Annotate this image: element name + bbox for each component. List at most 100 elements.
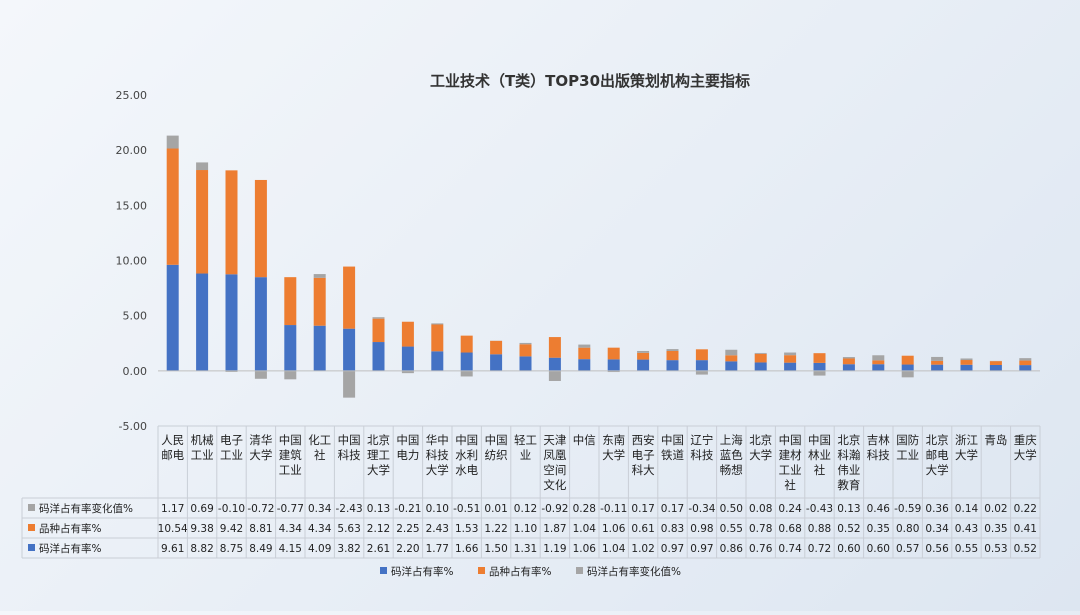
bars-group <box>158 136 1040 398</box>
bar-share-segment <box>608 359 620 370</box>
data-label: 0.61 <box>631 523 654 535</box>
bar-stack <box>755 353 767 371</box>
x-tick-label: 北京邮电大学 <box>926 433 949 477</box>
x-tick-label: 人民邮电 <box>161 433 184 462</box>
bar-variety-segment <box>755 354 767 363</box>
data-label: 0.35 <box>867 523 890 535</box>
x-tick-label: 中国铁道 <box>661 433 684 462</box>
row-legend-key <box>28 524 35 531</box>
table-row-header: 品种占有率% <box>39 522 101 535</box>
data-label: 0.17 <box>631 503 654 515</box>
bar-change-segment <box>284 371 296 379</box>
bar-share-segment <box>667 360 679 371</box>
legend-label: 品种占有率% <box>489 565 551 578</box>
bar-stack <box>637 351 649 371</box>
bar-change-segment <box>755 353 767 354</box>
bar-stack <box>843 357 855 371</box>
data-label: 8.75 <box>220 543 243 555</box>
bar-variety-segment <box>520 344 532 356</box>
bar-share-segment <box>784 363 796 371</box>
data-label: 0.34 <box>925 523 949 535</box>
bar-stack <box>226 170 238 372</box>
data-label: 8.81 <box>249 523 272 535</box>
data-label: 0.60 <box>837 543 860 555</box>
x-tick-label: 机械工业 <box>191 433 214 462</box>
bar-share-segment <box>578 359 590 371</box>
bar-stack <box>373 317 385 371</box>
data-label: 8.82 <box>190 543 213 555</box>
row-legend-key <box>28 504 35 511</box>
bar-variety-segment <box>725 355 737 361</box>
data-label: 9.42 <box>220 523 243 535</box>
data-label: 2.25 <box>396 523 419 535</box>
bar-variety-segment <box>549 337 561 358</box>
x-tick-label: 化工社 <box>308 433 331 462</box>
data-label: 0.41 <box>1014 523 1037 535</box>
data-label: 0.34 <box>308 503 332 515</box>
bar-change-segment <box>902 371 914 378</box>
data-label: 0.17 <box>661 503 684 515</box>
bar-stack <box>872 355 884 371</box>
x-tick-label: 吉林科技 <box>867 433 890 462</box>
bar-share-segment <box>255 277 267 371</box>
data-label: 0.88 <box>808 523 831 535</box>
data-label: 0.53 <box>984 543 1007 555</box>
data-label: 2.61 <box>367 543 390 555</box>
data-label: 0.78 <box>749 523 772 535</box>
bar-variety-segment <box>872 360 884 364</box>
data-label: 1.06 <box>602 523 626 535</box>
data-label: 0.35 <box>984 523 1007 535</box>
data-label: 0.97 <box>690 543 713 555</box>
data-label: 1.17 <box>161 503 184 515</box>
bar-stack <box>343 267 355 398</box>
bar-stack <box>725 350 737 371</box>
bar-change-segment <box>814 371 826 376</box>
data-label: 0.52 <box>1014 543 1037 555</box>
data-table: 人民邮电机械工业电子工业清华大学中国建筑工业化工社中国科技北京理工大学中国电力华… <box>22 426 1040 558</box>
bar-share-segment <box>196 274 208 371</box>
data-label: 9.38 <box>190 523 213 535</box>
bar-variety-segment <box>373 319 385 342</box>
x-tick-label: 天津凤凰空间文化 <box>543 433 566 492</box>
bar-share-segment <box>284 325 296 371</box>
data-label: 0.55 <box>720 523 743 535</box>
bar-change-segment <box>343 371 355 398</box>
bar-share-segment <box>431 351 443 371</box>
bar-variety-segment <box>167 149 179 265</box>
legend-swatch <box>576 567 583 574</box>
data-label: 0.97 <box>661 543 684 555</box>
bar-share-segment <box>490 354 502 371</box>
bar-stack <box>902 356 914 378</box>
y-tick-label: 15.00 <box>116 199 148 212</box>
bar-stack <box>961 358 973 370</box>
bar-variety-segment <box>284 277 296 325</box>
data-label: 0.12 <box>514 503 537 515</box>
bar-change-segment <box>667 349 679 351</box>
data-label: 4.15 <box>279 543 302 555</box>
bar-change-segment <box>196 162 208 170</box>
data-label: 0.13 <box>837 503 860 515</box>
bar-change-segment <box>784 353 796 356</box>
bar-share-segment <box>961 365 973 371</box>
data-label: 2.20 <box>396 543 419 555</box>
bar-variety-segment <box>784 355 796 363</box>
data-label: 1.31 <box>514 543 537 555</box>
bar-variety-segment <box>431 324 443 351</box>
data-label: -0.77 <box>277 503 304 515</box>
bar-change-segment <box>255 371 267 379</box>
legend-label: 码洋占有率% <box>391 565 453 578</box>
bar-variety-segment <box>461 336 473 353</box>
bar-share-segment <box>461 353 473 371</box>
bar-stack <box>549 337 561 381</box>
bar-variety-segment <box>608 348 620 360</box>
bar-share-segment <box>314 326 326 371</box>
data-label: -0.10 <box>218 503 245 515</box>
x-tick-label: 国防工业 <box>896 433 919 462</box>
bar-share-segment <box>549 358 561 371</box>
data-label: 4.09 <box>308 543 331 555</box>
bar-change-segment <box>167 136 179 149</box>
data-label: 1.10 <box>514 523 537 535</box>
x-tick-label: 中国水利水电 <box>455 433 478 477</box>
